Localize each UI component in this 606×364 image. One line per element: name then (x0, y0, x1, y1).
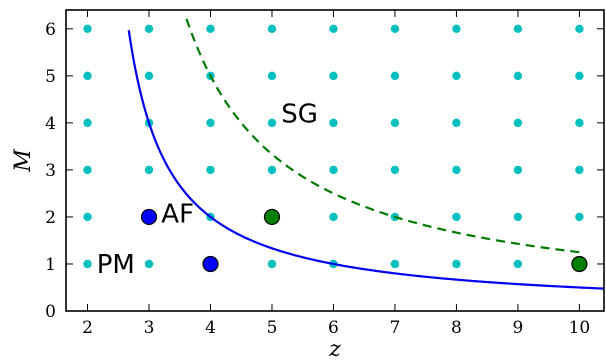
grid-point (452, 71, 461, 81)
y-tick-label: 6 (45, 20, 56, 40)
grid-point (390, 24, 400, 34)
grid-point (144, 165, 154, 175)
grid-point (83, 24, 92, 34)
region-label-pm: PM (97, 250, 135, 280)
x-tick-label: 2 (82, 318, 93, 338)
grid-point (575, 24, 584, 34)
grid-point (513, 259, 523, 269)
x-tick-label: 3 (144, 318, 155, 338)
grid-point (267, 118, 277, 128)
grid-point (452, 165, 461, 175)
region-label-sg: SG (281, 99, 318, 129)
grid-point (267, 71, 277, 81)
y-tick-label: 0 (45, 302, 56, 322)
y-tick-label: 3 (45, 161, 56, 181)
af-boundary-curve (127, 30, 604, 290)
grid-point (513, 71, 523, 81)
grid-point (575, 118, 584, 128)
grid-point (390, 71, 400, 81)
grid-point (329, 165, 338, 175)
x-axis-title: z (328, 337, 341, 362)
grid-point (144, 71, 154, 81)
x-tick-label: 9 (513, 318, 524, 338)
grid-point (206, 165, 215, 175)
x-tick-label: 6 (328, 318, 339, 338)
grid-point (452, 24, 461, 34)
y-tick-label: 2 (45, 208, 56, 228)
sg-point (263, 208, 281, 226)
grid-point (390, 165, 400, 175)
y-tick-label: 5 (45, 67, 56, 87)
grid-point (206, 118, 215, 128)
sg-point (571, 255, 588, 273)
af-point (140, 208, 158, 226)
grid-point (267, 24, 277, 34)
grid-point (83, 259, 92, 269)
grid-point (513, 118, 523, 128)
grid-point (144, 259, 154, 269)
grid-point (329, 212, 338, 222)
grid-point (513, 165, 523, 175)
x-tick-label: 4 (205, 318, 216, 338)
x-tick-label: 7 (390, 318, 401, 338)
grid-point (83, 165, 92, 175)
grid-point (267, 165, 277, 175)
grid-point (575, 212, 584, 222)
x-tick-label: 10 (569, 318, 591, 338)
grid-point (83, 212, 92, 222)
grid-point (83, 71, 92, 81)
y-axis-title: M (11, 149, 36, 173)
grid-point (452, 118, 461, 128)
x-tick-label: 8 (451, 318, 462, 338)
grid-point (329, 71, 338, 81)
grid-point (267, 259, 277, 269)
plot-area: SG AF PM (83, 18, 604, 290)
axis-ticks: 2 3 4 5 6 7 8 9 10 0 1 2 3 4 5 6 (45, 10, 604, 338)
region-label-af: AF (161, 200, 194, 230)
grid-point (390, 118, 400, 128)
grid-point (83, 118, 92, 128)
grid-point (390, 259, 400, 269)
grid-point (329, 24, 338, 34)
y-tick-label: 4 (45, 114, 56, 134)
y-tick-label: 1 (45, 255, 56, 275)
grid-point (144, 24, 154, 34)
grid-point (329, 118, 338, 128)
af-point (202, 255, 219, 273)
grid-point (452, 259, 461, 269)
axes-frame (65, 9, 605, 312)
grid-point (513, 24, 523, 34)
grid-point (575, 71, 584, 81)
grid-point (206, 24, 215, 34)
sg-boundary-curve (185, 18, 580, 254)
grid-point (452, 212, 461, 222)
grid-point (575, 165, 584, 175)
grid-point (513, 212, 523, 222)
x-tick-label: 5 (267, 318, 278, 338)
